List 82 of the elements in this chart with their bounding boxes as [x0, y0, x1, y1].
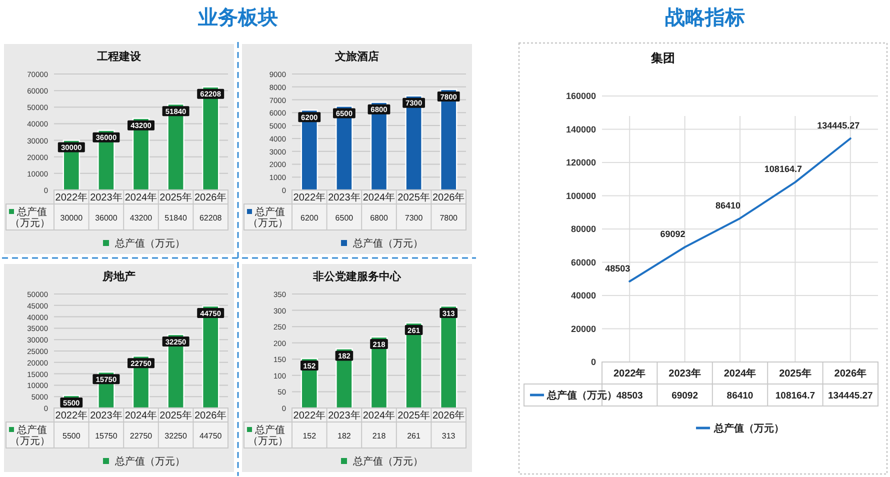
- chart-title: 文旅酒店: [334, 50, 379, 63]
- x-tick-label: 2024年: [124, 192, 158, 204]
- x-tick-label: 2024年: [362, 192, 396, 204]
- data-label: 134445.27: [828, 390, 873, 402]
- x-tick-label: 2024年: [124, 410, 158, 422]
- y-tick-label: 60000: [570, 257, 596, 268]
- data-label: 108164.7: [775, 390, 816, 402]
- data-label: 152: [302, 432, 317, 440]
- x-tick-label: 2023年: [328, 410, 360, 422]
- data-label: 22750: [130, 432, 153, 440]
- x-tick-label: 2025年: [398, 410, 430, 422]
- legend: 总产值（万元）: [696, 424, 784, 434]
- x-tick-label: 2022年: [613, 368, 646, 380]
- x-tick-label: 2025年: [398, 192, 430, 204]
- legend-label: 总产值（万元）: [10, 206, 50, 229]
- data-label: 51840: [164, 214, 188, 222]
- y-tick-label: 140000: [566, 124, 596, 134]
- x-tick-label: 2024年: [724, 368, 756, 380]
- data-label: 15750: [95, 432, 118, 440]
- annotation: 69092: [660, 229, 686, 240]
- data-label: 261: [407, 432, 422, 440]
- chart-title: 集团: [650, 51, 675, 65]
- data-label: 7800: [440, 214, 458, 222]
- x-tick-label: 2023年: [90, 192, 122, 204]
- x-tick-label: 2022年: [55, 192, 88, 204]
- text: 战略指标: [665, 7, 745, 29]
- data-label: 182: [338, 432, 352, 440]
- legend: 总产值（万元）: [341, 238, 423, 250]
- y-tick-label: 160000: [566, 91, 596, 101]
- y-tick-label: 120000: [566, 158, 596, 168]
- x-tick-label: 2023年: [328, 192, 360, 204]
- data-label: 36000: [95, 214, 118, 222]
- line-series: [628, 137, 852, 282]
- annotation: 134445.27: [817, 120, 860, 130]
- data-label: 218: [372, 432, 386, 440]
- data-label: 86410: [726, 390, 754, 402]
- x-tick-label: 2024年: [362, 410, 396, 422]
- legend-label: 总产值（万元）: [546, 390, 617, 402]
- data-label: 62208: [199, 214, 222, 222]
- y-tick-label: 20000: [570, 324, 596, 334]
- x-tick-label: 2022年: [293, 410, 326, 422]
- data-label: 7300: [404, 214, 424, 222]
- legend: 总产值（万元）: [341, 456, 423, 468]
- x-tick-label: 2025年: [160, 410, 192, 422]
- chart-title: 房地产: [102, 270, 136, 283]
- legend-label: 总产值（万元）: [248, 424, 288, 447]
- data-label: 44750: [199, 432, 222, 440]
- x-tick-label: 2026年: [194, 410, 227, 422]
- x-tick-label: 2026年: [834, 368, 867, 380]
- text: 业务板块: [197, 7, 278, 29]
- y-tick-label: 0: [590, 357, 596, 367]
- data-label: 6500: [335, 214, 354, 222]
- annotation: 108164.7: [764, 164, 802, 174]
- legend: 总产值（万元）: [103, 456, 185, 468]
- data-label: 48503: [616, 390, 643, 402]
- chart-title: 非公党建服务中心: [312, 270, 402, 283]
- x-tick-label: 2023年: [668, 368, 701, 380]
- x-tick-label: 2026年: [194, 192, 227, 204]
- legend-label: 总产值（万元）: [10, 424, 50, 447]
- x-tick-label: 2022年: [293, 192, 326, 204]
- x-tick-label: 2023年: [90, 410, 122, 422]
- data-label: 313: [442, 432, 456, 440]
- y-tick-label: 100000: [566, 190, 596, 201]
- chart-title: 工程建设: [96, 50, 142, 63]
- x-tick-label: 2026年: [432, 192, 465, 204]
- legend-label: 总产值（万元）: [248, 206, 288, 229]
- data-label: 5500: [62, 432, 81, 440]
- data-label: 6800: [370, 214, 388, 222]
- y-tick-label: 40000: [570, 290, 596, 300]
- legend: 总产值（万元）: [103, 238, 185, 250]
- x-tick-label: 2025年: [160, 192, 192, 204]
- data-label: 69092: [672, 390, 698, 402]
- annotation: 86410: [715, 200, 741, 210]
- x-tick-label: 2022年: [55, 410, 88, 422]
- data-label: 6200: [300, 214, 319, 222]
- annotation: 48503: [605, 263, 630, 274]
- data-label: 32250: [164, 432, 188, 440]
- data-label: 43200: [130, 214, 153, 222]
- data-label: 30000: [60, 214, 84, 222]
- x-tick-label: 2025年: [779, 368, 812, 380]
- x-tick-label: 2026年: [432, 410, 465, 422]
- y-tick-label: 80000: [570, 224, 596, 234]
